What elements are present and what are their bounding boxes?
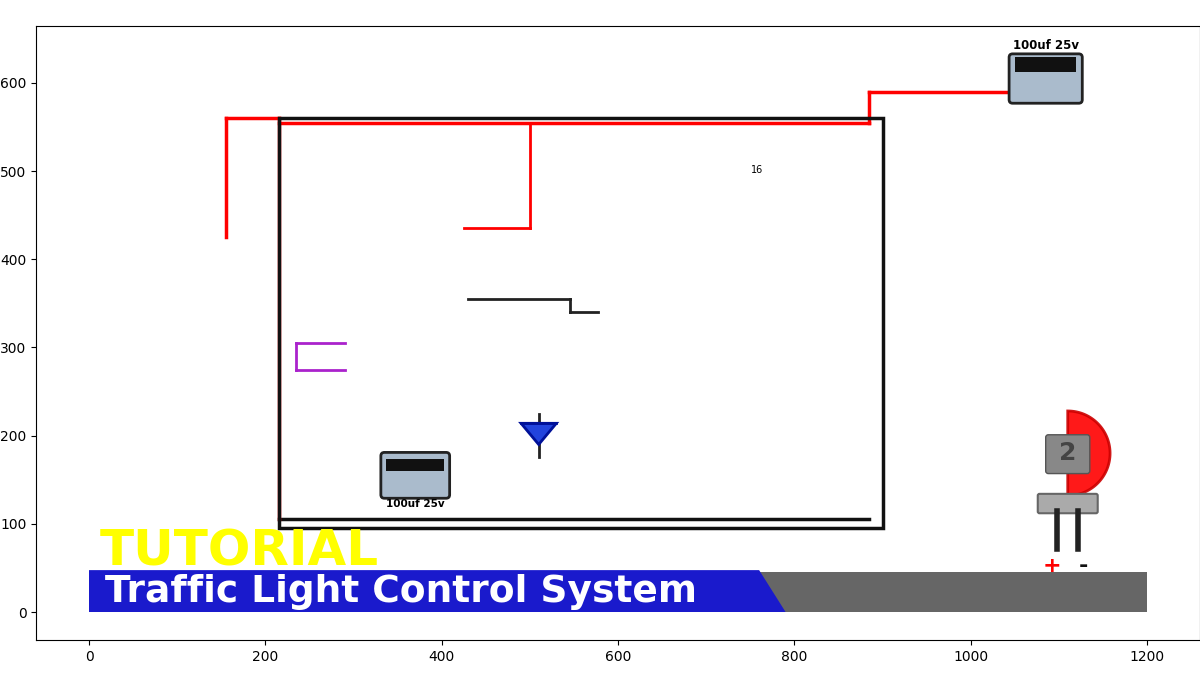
Bar: [278, 118, 882, 529]
FancyBboxPatch shape: [1009, 54, 1082, 103]
FancyBboxPatch shape: [380, 452, 450, 498]
Polygon shape: [521, 423, 557, 444]
Polygon shape: [89, 570, 786, 612]
Bar: [1015, 57, 1076, 72]
Text: 2: 2: [1060, 441, 1076, 465]
FancyBboxPatch shape: [1038, 494, 1098, 513]
Text: 16: 16: [751, 165, 763, 175]
Bar: [386, 458, 444, 471]
Polygon shape: [1068, 411, 1110, 495]
Bar: [89, 572, 1147, 612]
Text: -: -: [1079, 556, 1088, 576]
FancyBboxPatch shape: [1045, 435, 1090, 474]
Text: 100uf 25v: 100uf 25v: [386, 499, 444, 509]
Text: 100uf 25v: 100uf 25v: [1013, 39, 1079, 52]
Text: TUTORIAL: TUTORIAL: [100, 528, 379, 576]
Text: +: +: [1043, 556, 1061, 576]
Text: Traffic Light Control System: Traffic Light Control System: [104, 574, 697, 610]
